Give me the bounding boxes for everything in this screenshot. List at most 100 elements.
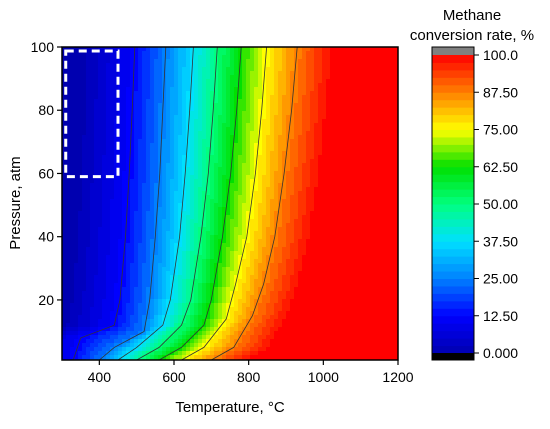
heatmap-cell — [162, 235, 167, 240]
heatmap-cell — [234, 119, 239, 124]
heatmap-cell — [134, 171, 139, 176]
heatmap-cell — [66, 163, 71, 168]
heatmap-cell — [174, 327, 179, 332]
heatmap-cell — [166, 111, 171, 116]
heatmap-cell — [98, 195, 103, 200]
heatmap-cell — [118, 239, 123, 244]
heatmap-cell — [158, 263, 163, 268]
heatmap-cell — [78, 47, 83, 52]
heatmap-cell — [114, 271, 119, 276]
heatmap-cell — [114, 263, 119, 268]
heatmap-cell — [302, 315, 307, 320]
heatmap-cell — [274, 311, 279, 316]
heatmap-cell — [122, 127, 127, 132]
heatmap-cell — [262, 191, 267, 196]
heatmap-cell — [234, 227, 239, 232]
heatmap-cell — [66, 155, 71, 160]
heatmap-cell — [222, 299, 227, 304]
heatmap-cell — [254, 335, 259, 340]
heatmap-cell — [206, 275, 211, 280]
heatmap-cell — [90, 175, 95, 180]
heatmap-cell — [198, 303, 203, 308]
heatmap-cell — [302, 319, 307, 324]
heatmap-cell — [82, 311, 87, 316]
heatmap-cell — [162, 47, 167, 52]
heatmap-cell — [174, 147, 179, 152]
heatmap-cell — [310, 303, 315, 308]
heatmap-cell — [174, 131, 179, 136]
heatmap-cell — [86, 83, 91, 88]
heatmap-cell — [62, 319, 67, 324]
heatmap-cell — [162, 283, 167, 288]
heatmap-cell — [298, 343, 303, 348]
heatmap-cell — [310, 167, 315, 172]
heatmap-cell — [214, 219, 219, 224]
heatmap-cell — [98, 67, 103, 72]
heatmap-cell — [222, 63, 227, 68]
heatmap-cell — [198, 295, 203, 300]
heatmap-cell — [294, 183, 299, 188]
heatmap-cell — [98, 63, 103, 68]
heatmap-cell — [90, 315, 95, 320]
heatmap-cell — [290, 195, 295, 200]
heatmap-cell — [94, 339, 99, 344]
heatmap-cell — [190, 291, 195, 296]
heatmap-cell — [306, 179, 311, 184]
heatmap-cell — [138, 343, 143, 348]
heatmap-cell — [110, 67, 115, 72]
heatmap-cell — [306, 347, 311, 352]
heatmap-cell — [150, 311, 155, 316]
heatmap-cell — [266, 147, 271, 152]
heatmap-cell — [106, 71, 111, 76]
heatmap-cell — [70, 123, 75, 128]
heatmap-cell — [270, 119, 275, 124]
heatmap-cell — [250, 343, 255, 348]
heatmap-cell — [182, 243, 187, 248]
heatmap-cell — [66, 271, 71, 276]
heatmap-cell — [78, 91, 83, 96]
heatmap-cell — [234, 79, 239, 84]
heatmap-cell — [62, 307, 67, 312]
heatmap-cell — [266, 231, 271, 236]
heatmap-cell — [126, 195, 131, 200]
heatmap-cell — [98, 103, 103, 108]
heatmap-cell — [186, 271, 191, 276]
heatmap-cell — [78, 323, 83, 328]
heatmap-cell — [98, 319, 103, 324]
heatmap-cell — [286, 55, 291, 60]
heatmap-cell — [82, 151, 87, 156]
heatmap-cell — [310, 235, 315, 240]
heatmap-cell — [146, 215, 151, 220]
heatmap-cell — [290, 183, 295, 188]
heatmap-cell — [98, 199, 103, 204]
heatmap-cell — [130, 247, 135, 252]
heatmap-cell — [70, 347, 75, 352]
heatmap-cell — [82, 87, 87, 92]
heatmap-cell — [174, 91, 179, 96]
heatmap-cell — [154, 227, 159, 232]
heatmap-cell — [194, 267, 199, 272]
heatmap-cell — [166, 207, 171, 212]
heatmap-cell — [186, 263, 191, 268]
heatmap-cell — [130, 295, 135, 300]
heatmap-cell — [198, 223, 203, 228]
heatmap-cell — [62, 147, 67, 152]
heatmap-cell — [294, 83, 299, 88]
heatmap-cell — [138, 239, 143, 244]
heatmap-cell — [138, 167, 143, 172]
heatmap-cell — [286, 339, 291, 344]
heatmap-cell — [310, 71, 315, 76]
heatmap-cell — [130, 343, 135, 348]
heatmap-cell — [166, 131, 171, 136]
heatmap-cell — [74, 191, 79, 196]
heatmap-cell — [302, 267, 307, 272]
heatmap-cell — [78, 63, 83, 68]
heatmap-cell — [222, 199, 227, 204]
heatmap-cell — [222, 91, 227, 96]
heatmap-cell — [234, 207, 239, 212]
heatmap-cell — [242, 87, 247, 92]
heatmap-cell — [186, 339, 191, 344]
heatmap-cell — [262, 211, 267, 216]
heatmap-cell — [210, 135, 215, 140]
heatmap-cell — [134, 323, 139, 328]
